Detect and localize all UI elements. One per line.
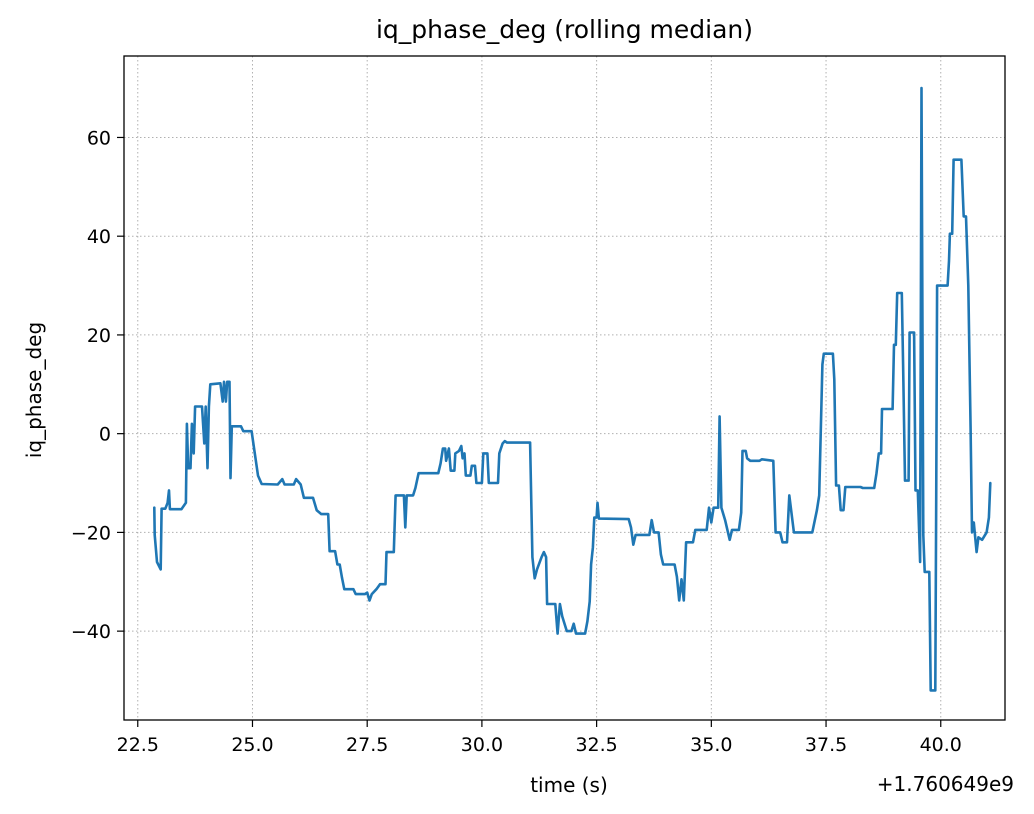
y-axis-label: iq_phase_deg (22, 322, 46, 458)
x-tick-label: 32.5 (575, 734, 617, 756)
x-tick-label: 37.5 (805, 734, 847, 756)
grid-lines (124, 56, 1005, 720)
y-tick-label: 60 (87, 127, 111, 149)
y-tick-label: −20 (71, 522, 111, 544)
plot-frame (123, 55, 1006, 721)
series-layer (153, 86, 992, 692)
x-tick-label: 27.5 (346, 734, 388, 756)
x-tick-label: 22.5 (117, 734, 159, 756)
axis-ticks: 22.5 25.0 27.5 30.0 32.5 35.0 37.5 40.0 −40 −20 0 2… (71, 127, 962, 756)
x-tick-label: 30.0 (461, 734, 503, 756)
y-tick-label: −40 (71, 621, 111, 643)
y-tick-label: 0 (99, 424, 111, 446)
x-tick-label: 40.0 (920, 734, 962, 756)
x-offset-label: +1.760649e9 (877, 772, 1014, 796)
chart-title: iq_phase_deg (rolling median) (376, 15, 753, 44)
y-tick-label: 40 (87, 226, 111, 248)
series-line (153, 86, 992, 692)
y-tick-label: 20 (87, 325, 111, 347)
x-tick-label: 25.0 (231, 734, 273, 756)
x-tick-label: 35.0 (690, 734, 732, 756)
x-axis-label: time (s) (530, 773, 608, 797)
